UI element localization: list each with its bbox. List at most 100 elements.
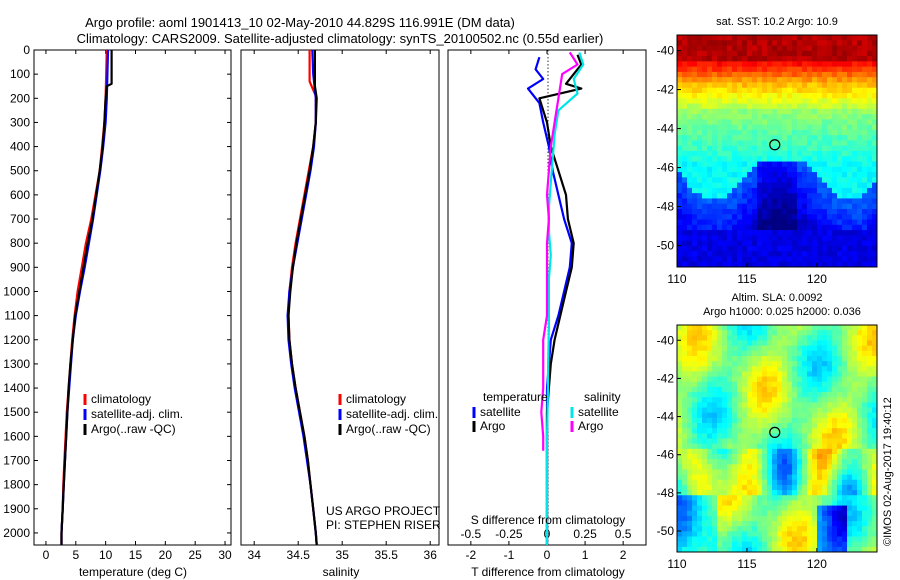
heatmap-cell: [787, 35, 793, 41]
heatmap-cell: [732, 214, 738, 221]
heatmap-cell: [807, 187, 813, 194]
heatmap-cell: [817, 500, 823, 507]
heatmap-cell: [732, 448, 738, 455]
heatmap-cell: [732, 438, 738, 445]
heatmap-cell: [732, 156, 738, 163]
heatmap-cell: [802, 140, 808, 147]
heatmap-cell: [742, 103, 748, 110]
heatmap-cell: [727, 182, 733, 189]
heatmap-cell: [857, 371, 863, 378]
heatmap-cell: [832, 515, 838, 522]
heatmap-cell: [757, 546, 763, 552]
heatmap-cell: [782, 531, 788, 538]
heatmap-cell: [767, 129, 773, 136]
heatmap-cell: [717, 345, 723, 352]
heatmap-cell: [782, 474, 788, 481]
heatmap-cell: [747, 510, 753, 517]
heatmap-cell: [757, 541, 763, 548]
heatmap-cell: [822, 464, 828, 471]
heatmap-cell: [732, 103, 738, 110]
heatmap-cell: [742, 325, 748, 331]
heatmap-cell: [712, 156, 718, 163]
heatmap-cell: [817, 397, 823, 403]
heatmap-cell: [697, 129, 703, 136]
heatmap-cell: [842, 490, 848, 496]
heatmap-cell: [757, 438, 763, 445]
heatmap-cell: [757, 484, 763, 491]
heatmap-cell: [837, 521, 843, 527]
heatmap-cell: [792, 172, 798, 178]
heatmap-cell: [862, 129, 868, 136]
heatmap-cell: [832, 428, 838, 434]
heatmap-cell: [837, 412, 843, 419]
heatmap-cell: [822, 335, 828, 342]
heatmap-cell: [832, 50, 838, 57]
heatmap-cell: [822, 56, 828, 62]
heatmap-cell: [717, 251, 723, 258]
heatmap-cell: [802, 500, 808, 507]
heatmap-cell: [747, 484, 753, 491]
heatmap-cell: [757, 261, 763, 267]
heatmap-cell: [787, 45, 793, 52]
heatmap-cell: [762, 428, 768, 434]
heatmap-cell: [862, 474, 868, 481]
heatmap-cell: [872, 129, 877, 136]
heatmap-cell: [742, 224, 748, 231]
heatmap-cell: [697, 371, 703, 378]
heatmap-cell: [797, 453, 803, 460]
heatmap-cell: [717, 177, 723, 184]
heatmap-cell: [692, 145, 698, 152]
heatmap-cell: [832, 87, 838, 94]
heatmap-cell: [832, 355, 838, 362]
heatmap-cell: [787, 82, 793, 89]
heatmap-cell: [732, 224, 738, 231]
heatmap-cell: [787, 464, 793, 471]
heatmap-cell: [732, 335, 738, 342]
heatmap-cell: [772, 438, 778, 445]
heatmap-cell: [822, 124, 828, 131]
heatmap-cell: [867, 166, 873, 173]
heatmap-cell: [707, 187, 713, 194]
heatmap-cell: [827, 500, 833, 507]
heatmap-cell: [862, 386, 868, 393]
heatmap-cell: [852, 355, 858, 362]
heatmap-cell: [697, 135, 703, 142]
heatmap-cell: [852, 145, 858, 152]
heatmap-cell: [797, 77, 803, 84]
heatmap-cell: [727, 145, 733, 152]
heatmap-cell: [742, 433, 748, 440]
heatmap-cell: [717, 397, 723, 403]
heatmap-cell: [682, 402, 688, 409]
heatmap-cell: [772, 510, 778, 517]
heatmap-cell: [852, 256, 858, 263]
heatmap-cell: [822, 251, 828, 258]
heatmap-cell: [742, 182, 748, 189]
salinity-plot-frame: [240, 49, 440, 546]
heatmap-cell: [712, 515, 718, 522]
heatmap-cell: [727, 484, 733, 491]
heatmap-cell: [847, 505, 853, 512]
heatmap-cell: [722, 469, 728, 476]
heatmap-cell: [862, 50, 868, 57]
heatmap-cell: [677, 61, 683, 68]
heatmap-cell: [697, 474, 703, 481]
heatmap-cell: [807, 224, 813, 231]
heatmap-cell: [822, 66, 828, 73]
heatmap-cell: [867, 484, 873, 491]
heatmap-cell: [852, 443, 858, 450]
heatmap-cell: [867, 407, 873, 414]
heatmap-cell: [752, 140, 758, 147]
heatmap-cell: [802, 193, 808, 200]
heatmap-cell: [802, 531, 808, 538]
heatmap-cell: [737, 386, 743, 393]
heatmap-cell: [712, 161, 718, 168]
heatmap-cell: [852, 224, 858, 231]
heatmap-cell: [827, 230, 833, 236]
heatmap-cell: [732, 459, 738, 465]
heatmap-cell: [867, 340, 873, 347]
heatmap-cell: [767, 198, 773, 205]
heatmap-cell: [807, 156, 813, 163]
heatmap-cell: [812, 484, 818, 491]
heatmap-cell: [697, 151, 703, 157]
heatmap-cell: [787, 536, 793, 543]
